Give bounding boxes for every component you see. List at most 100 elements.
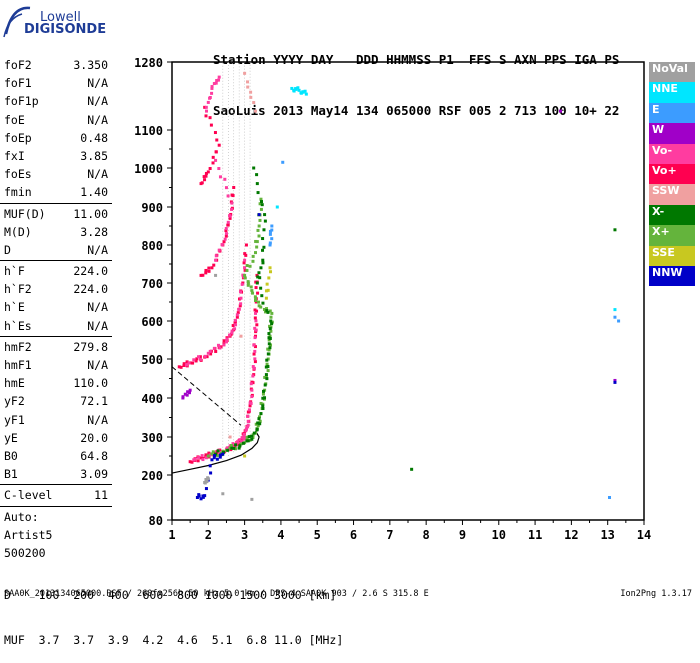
- data-point-nne: [290, 86, 294, 90]
- legend-item-w: W: [649, 123, 695, 144]
- trace-pixel-w: [186, 390, 190, 394]
- param-value: 64.8: [80, 448, 108, 463]
- scaled-parameters-panel: foF2 3.350 foF1 N/A foF1p N/A foE N/A foEp 0.48 fx…: [0, 56, 112, 562]
- param-label: h`Es: [4, 318, 32, 333]
- data-point-sse: [268, 266, 272, 270]
- trace-pixel-vo: [190, 460, 194, 464]
- data-point-x: [250, 289, 254, 293]
- trace-pixel-x: [265, 362, 269, 366]
- trace-pixel-vo: [246, 410, 250, 414]
- trace-pixel-vo: [227, 333, 231, 337]
- trace-pixel-vo: [211, 155, 215, 159]
- trace-pixel-x: [245, 264, 249, 268]
- trace-pixel-vo: [192, 358, 196, 362]
- param-label: h`F: [4, 264, 25, 279]
- trace-pixel-x: [265, 309, 269, 313]
- trace-pixel-nne: [303, 89, 307, 93]
- data-point-vo: [250, 388, 254, 392]
- data-point-nne: [304, 92, 308, 96]
- trace-pixel-vo: [201, 458, 205, 462]
- param-value: N/A: [87, 94, 108, 109]
- data-point-vo: [255, 273, 259, 277]
- data-point-vo: [217, 143, 221, 147]
- trace-pixel-x: [268, 309, 272, 313]
- trace-pixel-vo: [214, 254, 218, 258]
- trace-pixel-vo: [250, 380, 254, 384]
- trace-pixel-vo: [214, 150, 218, 154]
- trace-pixel-vo: [203, 178, 207, 182]
- trace-pixel-vo: [224, 229, 228, 233]
- header-labels: Station YYYY DAY DDD HHMMSS P1 FFS S AXN…: [213, 52, 620, 67]
- param-label: foEs: [4, 167, 32, 182]
- trace-pixel-x: [261, 261, 265, 265]
- footer-version: Ion2Png 1.3.17: [620, 589, 692, 599]
- ionogram-plot: 1 2 3 4 5 6 7 8 9 10 11 12 13 14802003004005006007008…: [134, 56, 651, 542]
- param-value: 72.1: [80, 394, 108, 409]
- trace-pixel-x: [268, 336, 272, 340]
- param-value: 3.09: [80, 467, 108, 482]
- trace-pixel-x: [259, 207, 263, 211]
- data-point-x: [268, 334, 272, 338]
- trace-pixel-x: [265, 377, 269, 381]
- trace-pixel-sse: [264, 289, 268, 293]
- trace-pixel-vo: [215, 79, 219, 83]
- trace-pixel-vo: [214, 81, 218, 85]
- x-tick-label: 11: [528, 528, 542, 542]
- trace-pixel-x: [255, 240, 259, 244]
- trace-pixel-vo: [223, 177, 227, 181]
- param-value: 3.28: [80, 224, 108, 239]
- param-row: fxI 3.85: [0, 147, 112, 165]
- trace-pixel-w: [183, 392, 187, 396]
- trace-pixel-vo: [195, 357, 199, 361]
- trace-pixel-vo: [235, 440, 239, 444]
- trace-pixel-nne: [296, 86, 300, 90]
- param-row: hmF1 N/A: [0, 356, 112, 374]
- trace-pixel-vo: [238, 304, 242, 308]
- param-label: h`F2: [4, 282, 32, 297]
- digisonde-swoosh-icon: [3, 6, 31, 38]
- trace-pixel-x: [263, 375, 267, 379]
- trace-pixel-x: [261, 301, 265, 305]
- trace-pixel-vo: [209, 352, 213, 356]
- trace-pixel-ssw: [249, 90, 253, 94]
- trace-pixel-vo: [225, 337, 229, 341]
- station-header: Station YYYY DAY DDD HHMMSS P1 FFS S AXN…: [213, 17, 619, 136]
- trace-pixel-vo: [205, 355, 209, 359]
- data-point-x: [232, 446, 236, 450]
- trace-pixel-vo: [242, 432, 246, 436]
- trace-pixel-x: [261, 396, 265, 400]
- trace-pixel-vo: [253, 357, 257, 361]
- trace-pixel-x: [266, 369, 270, 373]
- data-point-w: [613, 378, 617, 382]
- data-point-ssw: [243, 71, 247, 75]
- param-value: 224.0: [73, 282, 108, 297]
- data-point-vo: [230, 201, 234, 205]
- trace-pixel-vo: [248, 401, 252, 405]
- trace-pixel-x: [259, 266, 263, 270]
- trace-pixel-x: [255, 173, 259, 177]
- param-value: N/A: [87, 167, 108, 182]
- data-point-nnw: [203, 494, 207, 498]
- data-point-ssw: [228, 435, 232, 439]
- trace-pixel-x: [262, 228, 266, 232]
- legend-item-ssw: SSW: [649, 184, 695, 205]
- trace-pixel-x: [256, 275, 260, 279]
- param-value: 11.00: [73, 206, 108, 221]
- param-divider: [0, 505, 112, 507]
- y-tick-label: 1280: [134, 56, 163, 70]
- trace-pixel-x: [247, 435, 251, 439]
- data-point-x: [257, 304, 261, 308]
- trace-pixel-x: [262, 245, 266, 249]
- trace-pixel-x: [259, 401, 263, 405]
- trace-pixel-x: [264, 375, 268, 379]
- data-point-noval: [214, 273, 218, 277]
- trace-pixel-x: [245, 435, 249, 439]
- propagation-table: D 100 200 400 600 800 1000 1500 3000 [km…: [4, 558, 343, 663]
- data-point-vo: [217, 75, 221, 79]
- data-point-x: [255, 427, 259, 431]
- data-point-vo: [188, 460, 192, 464]
- trace-pixel-vo: [217, 248, 221, 252]
- trace-pixel-vo: [215, 138, 219, 142]
- param-value: N/A: [87, 76, 108, 91]
- electron-density-profile-line: [171, 430, 260, 474]
